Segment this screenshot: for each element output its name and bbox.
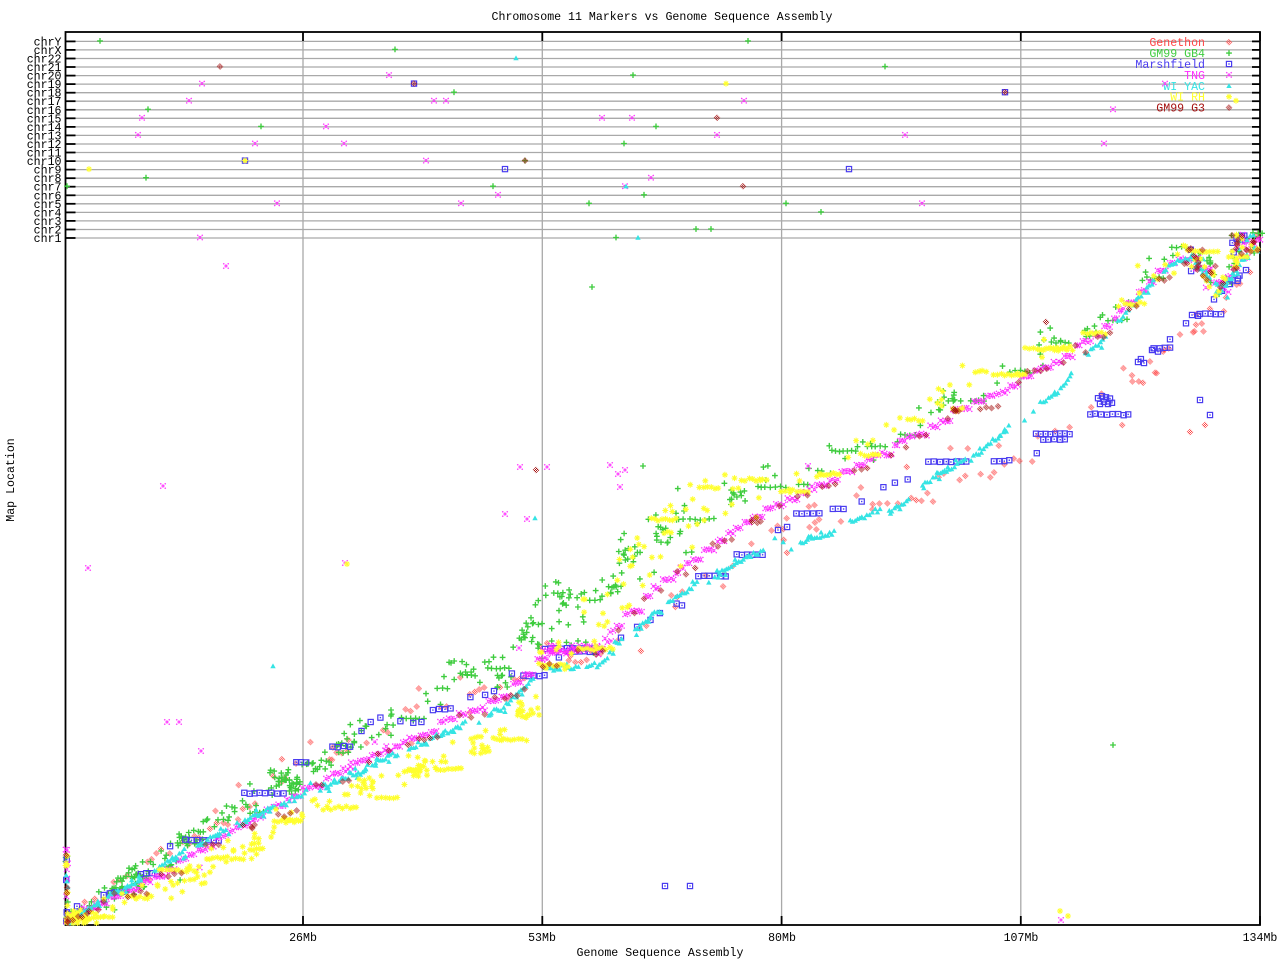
svg-text:chr18: chr18: [27, 88, 62, 101]
svg-text:chr7: chr7: [34, 182, 62, 195]
svg-text:107Mb: 107Mb: [1004, 932, 1039, 945]
svg-text:53Mb: 53Mb: [528, 932, 556, 945]
svg-text:134Mb: 134Mb: [1243, 932, 1278, 945]
svg-text:TNG: TNG: [1184, 70, 1205, 83]
svg-text:WI RH: WI RH: [1170, 92, 1205, 105]
svg-text:GM99 GB4: GM99 GB4: [1149, 48, 1205, 61]
svg-text:WI YAC: WI YAC: [1163, 81, 1205, 94]
svg-text:chr14: chr14: [27, 122, 62, 135]
svg-text:chr11: chr11: [27, 148, 62, 161]
svg-text:chr19: chr19: [27, 79, 62, 92]
svg-text:chrY: chrY: [34, 36, 62, 49]
svg-text:Genethon: Genethon: [1149, 37, 1205, 50]
svg-text:chr3: chr3: [34, 216, 62, 229]
svg-text:GM99 G3: GM99 G3: [1156, 103, 1205, 116]
svg-text:Marshfield: Marshfield: [1135, 59, 1205, 72]
svg-text:26Mb: 26Mb: [289, 932, 317, 945]
svg-text:chr17: chr17: [27, 96, 62, 109]
svg-text:chr10: chr10: [27, 156, 62, 169]
svg-text:chr6: chr6: [34, 190, 62, 203]
svg-text:chr2: chr2: [34, 225, 62, 238]
svg-text:chr20: chr20: [27, 71, 62, 84]
svg-text:chr1: chr1: [34, 233, 62, 246]
svg-text:chr9: chr9: [34, 165, 62, 178]
svg-text:Map Location: Map Location: [5, 438, 18, 522]
svg-text:chr5: chr5: [34, 199, 62, 212]
svg-text:chr13: chr13: [27, 130, 62, 143]
svg-text:80Mb: 80Mb: [768, 932, 796, 945]
svg-text:chr15: chr15: [27, 113, 62, 126]
svg-text:chr4: chr4: [34, 207, 62, 220]
svg-text:chrX: chrX: [34, 45, 62, 58]
svg-text:Chromosome 11 Markers vs Genom: Chromosome 11 Markers vs Genome Sequence…: [492, 11, 833, 24]
svg-text:chr21: chr21: [27, 62, 62, 75]
svg-text:chr8: chr8: [34, 173, 62, 186]
svg-text:chr12: chr12: [27, 139, 62, 152]
svg-text:Genome Sequence Assembly: Genome Sequence Assembly: [577, 947, 744, 960]
svg-text:chr22: chr22: [27, 54, 62, 67]
svg-text:chr16: chr16: [27, 105, 62, 118]
